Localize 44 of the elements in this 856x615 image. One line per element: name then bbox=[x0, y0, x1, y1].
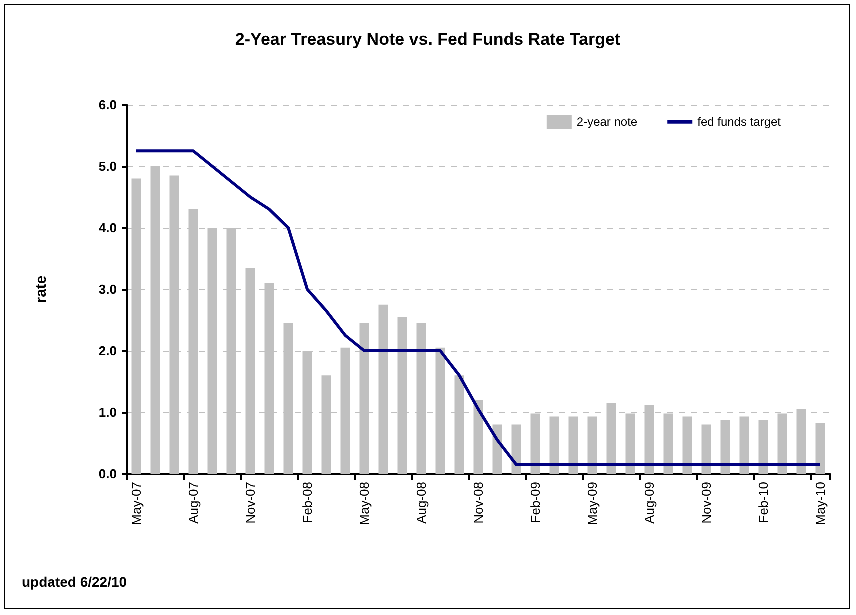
line-series bbox=[135, 150, 822, 466]
y-tick-label: 1.0 bbox=[98, 405, 117, 420]
x-tick-label: Feb-10 bbox=[756, 482, 771, 524]
legend-label: 2-year note bbox=[576, 115, 638, 129]
x-tick-label: Nov-07 bbox=[243, 482, 258, 524]
x-tick-label: Feb-08 bbox=[300, 482, 315, 524]
legend-label: fed funds target bbox=[698, 115, 782, 129]
bar bbox=[568, 416, 578, 474]
y-tick-label: 6.0 bbox=[98, 98, 117, 112]
y-axis-title: rate bbox=[33, 276, 50, 304]
bar bbox=[378, 304, 388, 474]
y-tick-label: 4.0 bbox=[98, 220, 117, 236]
x-tick-label: May-10 bbox=[813, 482, 828, 526]
x-tick-label: Nov-09 bbox=[699, 482, 714, 524]
bar bbox=[246, 268, 256, 474]
bar bbox=[702, 424, 712, 474]
bar bbox=[740, 416, 750, 474]
bar bbox=[550, 416, 560, 474]
x-tick-label: May-09 bbox=[585, 482, 600, 526]
bar bbox=[340, 348, 350, 474]
x-tick-label: Nov-08 bbox=[471, 482, 486, 524]
bar bbox=[758, 420, 768, 474]
x-tick-label: Aug-09 bbox=[642, 482, 657, 524]
bar bbox=[474, 400, 484, 474]
y-tick-label: 2.0 bbox=[98, 344, 117, 358]
x-tick-label: May-07 bbox=[129, 482, 144, 526]
x-tick-label: Feb-09 bbox=[528, 482, 543, 524]
bar bbox=[816, 422, 826, 474]
bar bbox=[208, 228, 218, 474]
x-tick-label: Aug-07 bbox=[186, 482, 201, 524]
bar bbox=[796, 409, 806, 474]
y-tick-label: 5.0 bbox=[98, 159, 117, 174]
bar bbox=[512, 424, 522, 474]
y-tick-label: 3.0 bbox=[98, 282, 117, 297]
text: updated 6/22/10 bbox=[22, 574, 128, 590]
x-tick-label: May-08 bbox=[357, 482, 372, 526]
chart-title: 2-Year Treasury Note vs. Fed Funds Rate Target bbox=[235, 30, 621, 49]
bar bbox=[588, 416, 598, 474]
bar bbox=[436, 348, 446, 474]
x-tick-label: Aug-08 bbox=[414, 482, 429, 524]
bar bbox=[720, 420, 730, 474]
bar bbox=[606, 403, 616, 474]
bar bbox=[682, 416, 692, 474]
y-tick-label: 0.0 bbox=[98, 466, 117, 482]
